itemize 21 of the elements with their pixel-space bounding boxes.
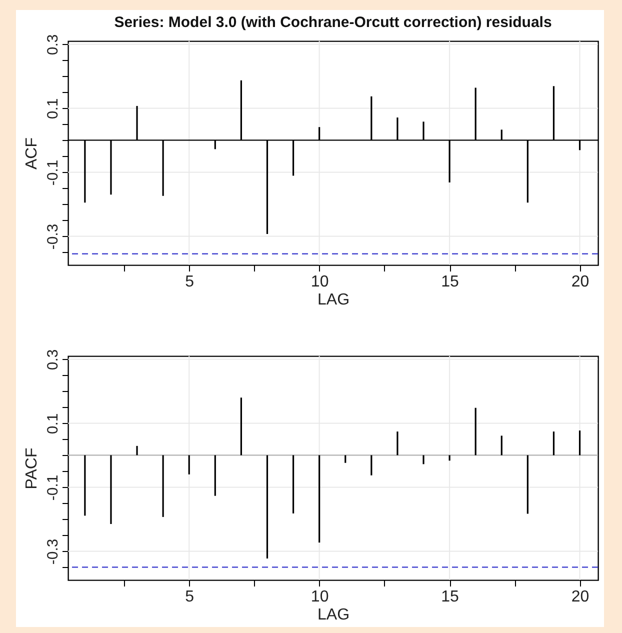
x-axis-title: LAG [317, 292, 350, 308]
x-tick-label: 5 [185, 274, 194, 290]
chart-title: Series: Model 3.0 (with Cochrane-Orcutt correction) residuals [114, 14, 552, 31]
x-tick-label: 10 [310, 274, 329, 290]
x-tick-label: 15 [441, 274, 460, 290]
y-axis-title: ACF [24, 137, 40, 170]
y-tick-label: -0.1 [44, 160, 62, 186]
y-tick-label: -0.1 [44, 474, 62, 501]
y-axis-title: PACF [24, 448, 40, 490]
x-axis-title: LAG [317, 606, 350, 624]
x-tick-label: 20 [571, 274, 590, 290]
y-tick-label: -0.3 [44, 224, 62, 250]
x-tick-label: 5 [185, 588, 194, 606]
y-tick-label: 0.1 [44, 413, 62, 434]
y-tick-label: -0.3 [44, 538, 62, 565]
y-tick-label: 0.1 [44, 98, 62, 120]
x-tick-label: 15 [441, 588, 460, 606]
y-tick-label: 0.3 [44, 34, 62, 56]
x-tick-label: 20 [571, 588, 590, 606]
x-tick-label: 10 [310, 588, 329, 606]
y-tick-label: 0.3 [44, 349, 62, 370]
